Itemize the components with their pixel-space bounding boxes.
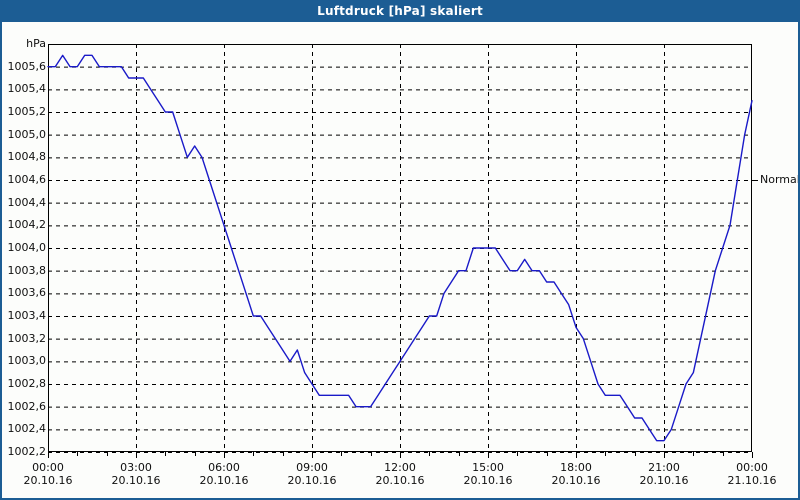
x-axis-tick-time: 21:00 [648,461,680,474]
y-axis-tick-label: 1003,0 [7,354,47,368]
x-axis-tick-label: 15:00 20.10.16 [453,461,523,487]
x-axis-tick-date: 20.10.16 [287,474,337,487]
x-axis-tick-label: 12:00 20.10.16 [365,461,435,487]
y-axis-tick-label: 1003,4 [7,309,47,322]
y-axis-tick-label: 1003,6 [7,286,47,300]
y-axis-tick-label: 1004,4 [7,195,47,209]
chart-plot-area: 1005,6 1005,4 1005,2 1005,0 1004,8 1004,6 1004… [2,22,800,498]
y-axis-tick-label: 1002,4 [7,422,47,436]
x-axis-tick-time: 00:00 [32,461,64,474]
y-axis-tick-label: 1004,8 [7,150,47,164]
x-axis-tick-label: 00:00 20.10.16 [13,461,83,487]
x-axis-tick-date: 21.10.16 [727,474,777,487]
x-axis-tick-date: 20.10.16 [375,474,425,487]
x-axis-tick-label: 18:00 20.10.16 [541,461,611,487]
y-axis-tick-label: 1004,2 [7,218,47,232]
y-axis-tick-label: 1002,6 [7,399,47,413]
x-axis-tick-date: 20.10.16 [23,474,73,487]
y-axis-tick-label: 1002,8 [7,377,47,390]
x-axis-tick-time: 03:00 [120,461,152,474]
chart-svg [47,44,758,458]
y-axis-tick-label: 1005,6 [7,59,47,73]
x-axis-tick-time: 09:00 [296,461,328,474]
x-axis-tick-date: 20.10.16 [111,474,161,487]
y-axis-tick-label: 1002,2 [7,445,47,458]
y-axis-tick-label: 1004,6 [7,173,47,186]
x-axis-tick-date: 20.10.16 [199,474,249,487]
x-axis-tick-label: 06:00 20.10.16 [189,461,259,487]
y-axis-unit-label: hPa [26,37,46,50]
y-axis-tick-label: 1005,2 [7,105,47,118]
y-axis-tick-label: 1003,8 [7,263,47,277]
x-axis-tick-label: 00:00 21.10.16 [717,461,787,487]
x-axis-tick-time: 06:00 [208,461,240,474]
x-axis-tick-label: 21:00 20.10.16 [629,461,699,487]
x-axis-tick-date: 20.10.16 [551,474,601,487]
x-axis-tick-label: 03:00 20.10.16 [101,461,171,487]
normal-annotation-label: Normal [760,173,800,186]
y-axis-tick-label: 1005,0 [7,127,47,141]
x-axis-tick-label: 09:00 20.10.16 [277,461,347,487]
x-axis-tick-date: 20.10.16 [639,474,689,487]
window-title-bar: Luftdruck [hPa] skaliert [0,0,800,22]
y-axis-tick-label: 1005,4 [7,82,47,96]
x-axis-tick-time: 12:00 [384,461,416,474]
y-axis-tick-label: 1004,0 [7,241,47,254]
x-axis-tick-time: 18:00 [560,461,592,474]
x-axis-tick-time: 15:00 [472,461,504,474]
x-axis-tick-date: 20.10.16 [463,474,513,487]
y-axis-tick-label: 1003,2 [7,331,47,345]
x-axis-tick-time: 00:00 [736,461,768,474]
